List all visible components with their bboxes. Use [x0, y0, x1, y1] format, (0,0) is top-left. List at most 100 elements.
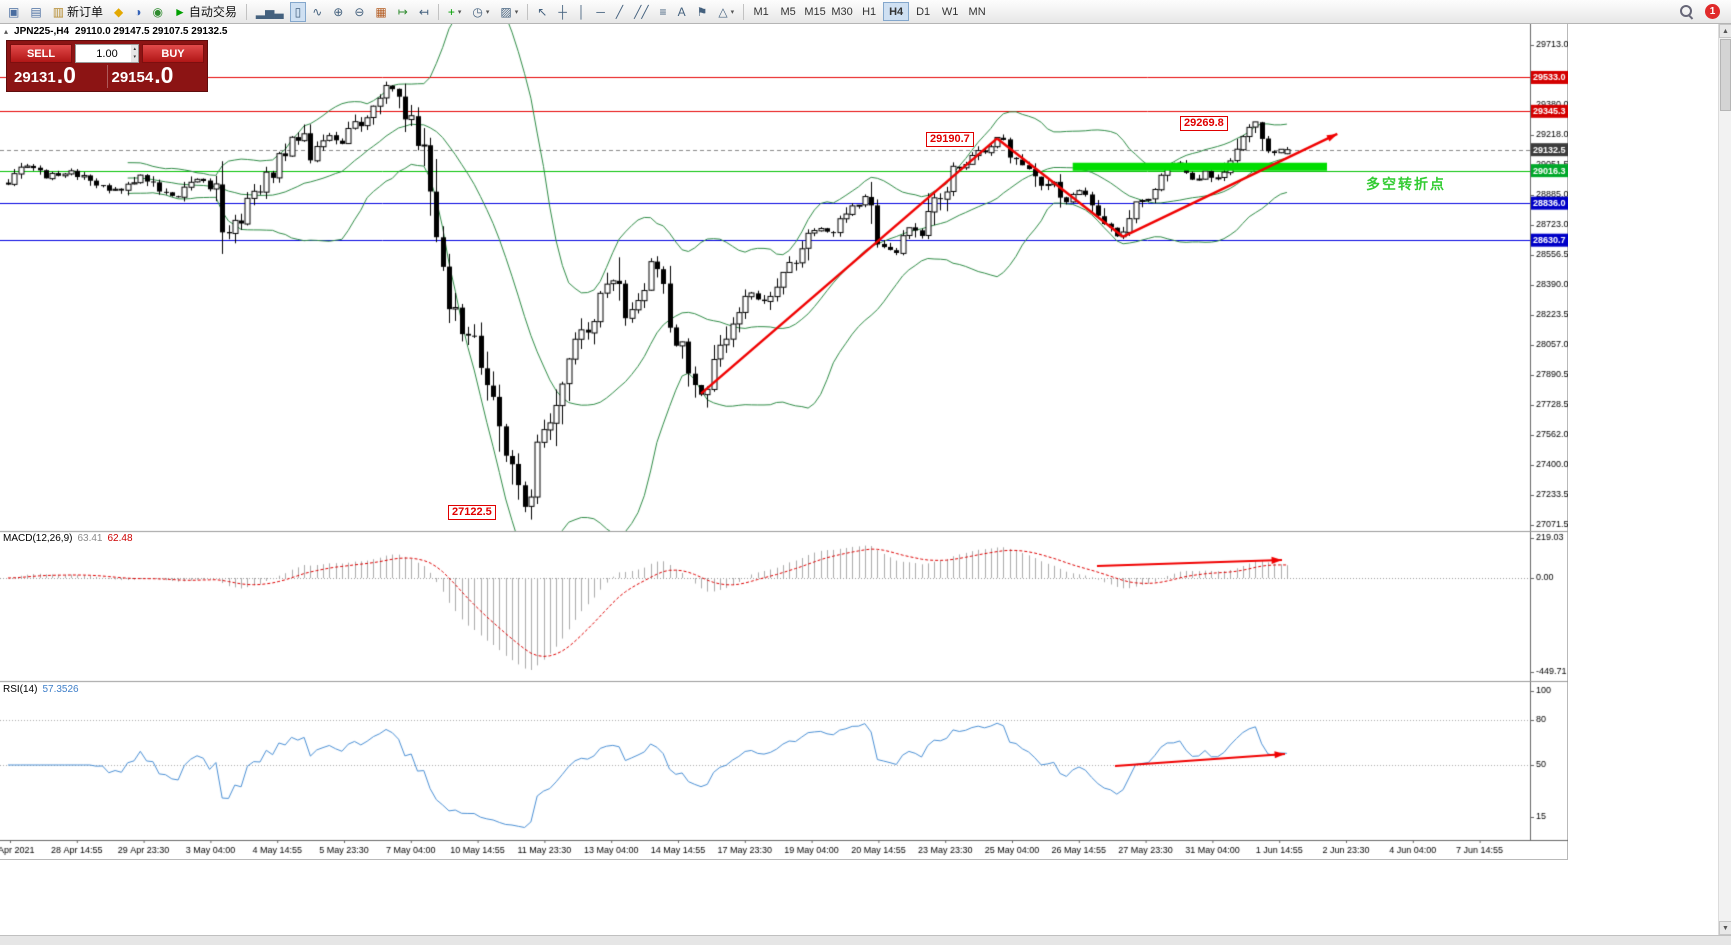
toolbar-icon: ▯ [294, 4, 302, 19]
toolbar-separator [437, 3, 439, 20]
timeframe-m5[interactable]: M5 [775, 2, 801, 21]
horizontal-line-button[interactable]: ─ [591, 2, 610, 22]
profiles-button[interactable]: ▤ [25, 2, 46, 22]
chevron-down-icon: ▾ [730, 8, 735, 16]
timeframe-label: H4 [889, 5, 904, 18]
periods-button[interactable]: ◷ ▾ [467, 2, 494, 22]
auto-scroll-button[interactable]: ↦ [393, 2, 413, 22]
toolbar-standard-group: ▣ ▤ ▥ 新订单 ◆ [3, 2, 242, 22]
templates-button[interactable]: ▨ ▾ [495, 2, 523, 22]
timeframe-w1[interactable]: W1 [937, 2, 963, 21]
toolbar-dropdown-group: + ▾ ◷ ▾ ▨ ▾ [443, 2, 523, 22]
shapes-button[interactable]: △ ▾ [713, 2, 739, 22]
toolbar-right-group: 1 [1674, 2, 1728, 22]
toolbar-separator [245, 3, 247, 20]
candlestick-chart-button[interactable]: ▯ [289, 1, 307, 22]
toolbar-icon: │ [577, 4, 586, 19]
rsi-label: RSI(14) 57.3526 [3, 684, 79, 695]
indicators-button[interactable]: + ▾ [443, 2, 467, 22]
toolbar-icon: ⊖ [354, 4, 365, 19]
toolbar-timeframes-group: M1 M5 M15 M30 H1 H4 D1 W1 MN [748, 2, 990, 21]
community-button[interactable]: ◉ [148, 2, 168, 22]
toolbar-chart-group: ▂▅▃ ▯ ∿ ⊕ ⊖ [251, 1, 434, 22]
auto-trading-button[interactable]: ► 自动交易 [169, 2, 242, 22]
volume-value: 1.00 [96, 47, 118, 60]
timeframe-d1[interactable]: D1 [910, 2, 936, 21]
bar-chart-button[interactable]: ▂▅▃ [251, 2, 289, 22]
chart-title: ▴ JPN225-,H4 29110.0 29147.5 29107.5 291… [4, 26, 227, 37]
toolbar-icon: ∿ [312, 4, 323, 19]
line-chart-button[interactable]: ∿ [307, 2, 327, 22]
timeframe-m15[interactable]: M15 [802, 2, 828, 21]
toolbar-icon: ◆ [114, 4, 124, 19]
price-label-recent-high[interactable]: 29269.8 [1180, 116, 1228, 131]
toolbar-icon: ╱ [615, 4, 624, 19]
toolbar-icon: ◉ [152, 4, 164, 19]
search-icon [1679, 4, 1694, 19]
scroll-down-arrow[interactable]: ▼ [1719, 921, 1731, 935]
toolbar-icon: ⚑ [696, 4, 708, 19]
timeframe-label: M5 [780, 5, 796, 18]
macd-label: MACD(12,26,9) 63.41 62.48 [3, 533, 133, 544]
buy-button[interactable]: BUY [142, 44, 204, 63]
price-label-swing-high[interactable]: 29190.7 [926, 132, 974, 147]
cursor-button[interactable]: ↖ [532, 2, 552, 22]
timeframe-label: M15 [804, 5, 826, 18]
favorites-button[interactable]: ◆ [109, 2, 128, 22]
volume-up-button[interactable]: ▴ [131, 45, 138, 54]
search-button[interactable] [1674, 2, 1699, 22]
chart-shift-button[interactable]: ↤ [414, 2, 434, 22]
chevron-down-icon: ▾ [485, 8, 490, 16]
turning-point-note[interactable]: 多空转折点 [1366, 176, 1446, 192]
volume-input[interactable]: 1.00 ▴ ▾ [75, 44, 139, 63]
buy-price: 29154.0 [106, 64, 205, 88]
scrollbar-thumb[interactable] [1720, 39, 1731, 111]
timeframe-label: W1 [941, 5, 959, 18]
toolbar-icon: ┼ [558, 4, 567, 19]
toolbar-icon: + [447, 4, 455, 19]
label-button[interactable]: ⚑ [692, 2, 713, 22]
timeframe-h4[interactable]: H4 [883, 2, 910, 21]
timeframe-label: D1 [916, 5, 931, 18]
toolbar: ▣ ▤ ▥ 新订单 ◆ [0, 0, 1731, 24]
new-chart-button[interactable]: ▣ [3, 2, 24, 22]
one-click-trading-panel: SELL 1.00 ▴ ▾ BUY 29131.0 2 [6, 40, 208, 92]
scroll-up-arrow[interactable]: ▲ [1719, 24, 1731, 38]
timeframe-h1[interactable]: H1 [856, 2, 882, 21]
timeframe-m30[interactable]: M30 [829, 2, 855, 21]
price-chart-canvas[interactable] [0, 24, 1568, 860]
text-button[interactable]: A [673, 2, 691, 22]
toolbar-label: 自动交易 [188, 5, 237, 19]
vertical-line-button[interactable]: │ [573, 2, 591, 22]
zoom-in-button[interactable]: ⊕ [328, 2, 348, 22]
toolbar-separator [527, 3, 529, 20]
timeframe-mn[interactable]: MN [964, 2, 990, 21]
channel-button[interactable]: ╱╱ [629, 2, 653, 22]
timeframe-label: H1 [862, 5, 877, 18]
timeframe-m1[interactable]: M1 [748, 2, 774, 21]
toolbar-icon: ↦ [397, 4, 408, 19]
notification-badge[interactable]: 1 [1705, 4, 1720, 19]
fibonacci-button[interactable]: ≡ [655, 2, 672, 22]
chart-ohlc-values: 29110.0 29147.5 29107.5 29132.5 [75, 26, 228, 37]
new-order-button[interactable]: ▥ 新订单 [48, 2, 108, 22]
volume-spinner: ▴ ▾ [131, 45, 138, 62]
toolbar-separator [743, 3, 745, 20]
tile-windows-button[interactable]: ▦ [370, 2, 391, 22]
vertical-scrollbar[interactable]: ▲ ▼ [1718, 24, 1731, 935]
volume-down-button[interactable]: ▾ [131, 53, 138, 62]
toolbar-icon: ► [174, 4, 186, 19]
sell-button[interactable]: SELL [10, 44, 72, 63]
crosshair-button[interactable]: ┼ [553, 2, 572, 22]
toolbar-label: 新订单 [67, 5, 104, 19]
toolbar-icon: ◑ [134, 4, 142, 19]
sell-price: 29131.0 [14, 62, 76, 88]
price-label-crash-low[interactable]: 27122.5 [448, 505, 496, 520]
market-watch-button[interactable]: ◑ [129, 2, 146, 22]
toolbar-icon: ▦ [375, 4, 387, 19]
chevron-down-icon: ▾ [514, 8, 519, 16]
trendline-button[interactable]: ╱ [611, 2, 628, 22]
toolbar-icon: ╱╱ [634, 4, 649, 19]
zoom-out-button[interactable]: ⊖ [349, 2, 369, 22]
